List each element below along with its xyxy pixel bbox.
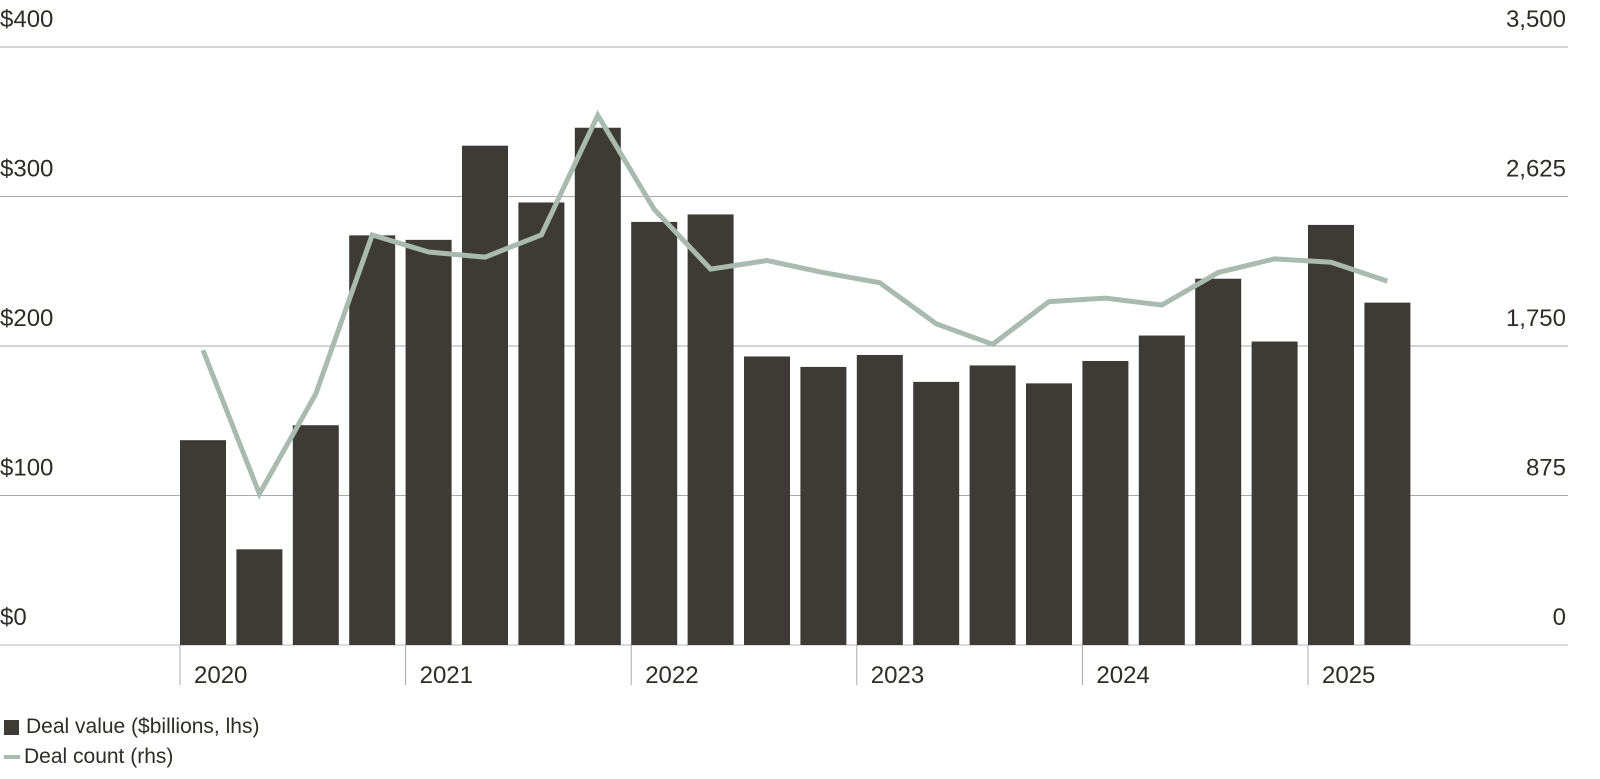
right-tick-label: 2,625	[1506, 156, 1566, 183]
left-tick-label: $0	[0, 604, 27, 631]
line-deal-count	[200, 110, 1389, 500]
bar-deal-value	[744, 356, 790, 645]
bar-deal-value	[687, 214, 734, 645]
legend-item-deal-count: Deal count (rhs)	[4, 742, 259, 772]
bar-deal-value	[1308, 224, 1354, 645]
deal-count-line	[200, 110, 1389, 500]
x-tick-label: 2020	[194, 662, 247, 689]
deal-value-bars	[180, 127, 1411, 646]
bar-deal-value	[236, 549, 283, 645]
x-tick-label: 2024	[1096, 662, 1149, 689]
bar-deal-value	[913, 381, 960, 645]
left-tick-label: $100	[0, 455, 53, 482]
right-tick-label: 875	[1526, 455, 1566, 482]
left-tick-label: $300	[0, 156, 53, 183]
right-axis-ticks: 0 875 1,750 2,625 3,500	[1506, 6, 1566, 631]
x-tick-label: 2025	[1322, 662, 1375, 689]
bar-deal-value	[856, 354, 903, 645]
left-tick-label: $400	[0, 6, 53, 33]
x-tick-label: 2021	[420, 662, 473, 689]
x-tick-label: 2022	[645, 662, 698, 689]
bar-deal-value	[969, 365, 1016, 645]
right-tick-label: 1,750	[1506, 305, 1566, 332]
bar-deal-value	[1364, 302, 1411, 645]
bar-deal-value	[349, 235, 396, 645]
legend-line-swatch	[4, 755, 20, 759]
bar-deal-value	[405, 239, 452, 646]
bar-deal-value	[292, 425, 339, 645]
bar-deal-value	[1138, 335, 1185, 645]
bar-deal-value	[462, 145, 508, 646]
bar-deal-value	[574, 127, 621, 646]
legend-item-deal-value: Deal value ($billions, lhs)	[4, 712, 259, 742]
right-tick-label: 0	[1553, 604, 1566, 631]
gridlines	[0, 46, 1568, 646]
left-axis-ticks: $0 $100 $200 $300 $400	[0, 6, 53, 631]
legend-label-deal-value: Deal value ($billions, lhs)	[26, 715, 260, 738]
bar-deal-value	[518, 202, 565, 646]
legend-bar-swatch	[4, 719, 19, 735]
bar-deal-value	[1251, 341, 1298, 645]
bar-deal-value	[1195, 278, 1242, 645]
bar-deal-value	[1026, 383, 1072, 645]
bar-deal-value	[180, 440, 226, 645]
right-tick-label: 3,500	[1506, 6, 1566, 33]
x-tick-label: 2023	[871, 662, 924, 689]
x-axis: 2020 2021 2022 2023 2024 2025	[179, 645, 1375, 689]
left-tick-label: $200	[0, 305, 53, 332]
bar-deal-value	[631, 221, 678, 646]
legend: Deal value ($billions, lhs) Deal count (…	[4, 712, 259, 772]
bar-deal-value	[1082, 360, 1129, 645]
legend-label-deal-count: Deal count (rhs)	[24, 745, 174, 768]
bar-deal-value	[800, 366, 847, 645]
